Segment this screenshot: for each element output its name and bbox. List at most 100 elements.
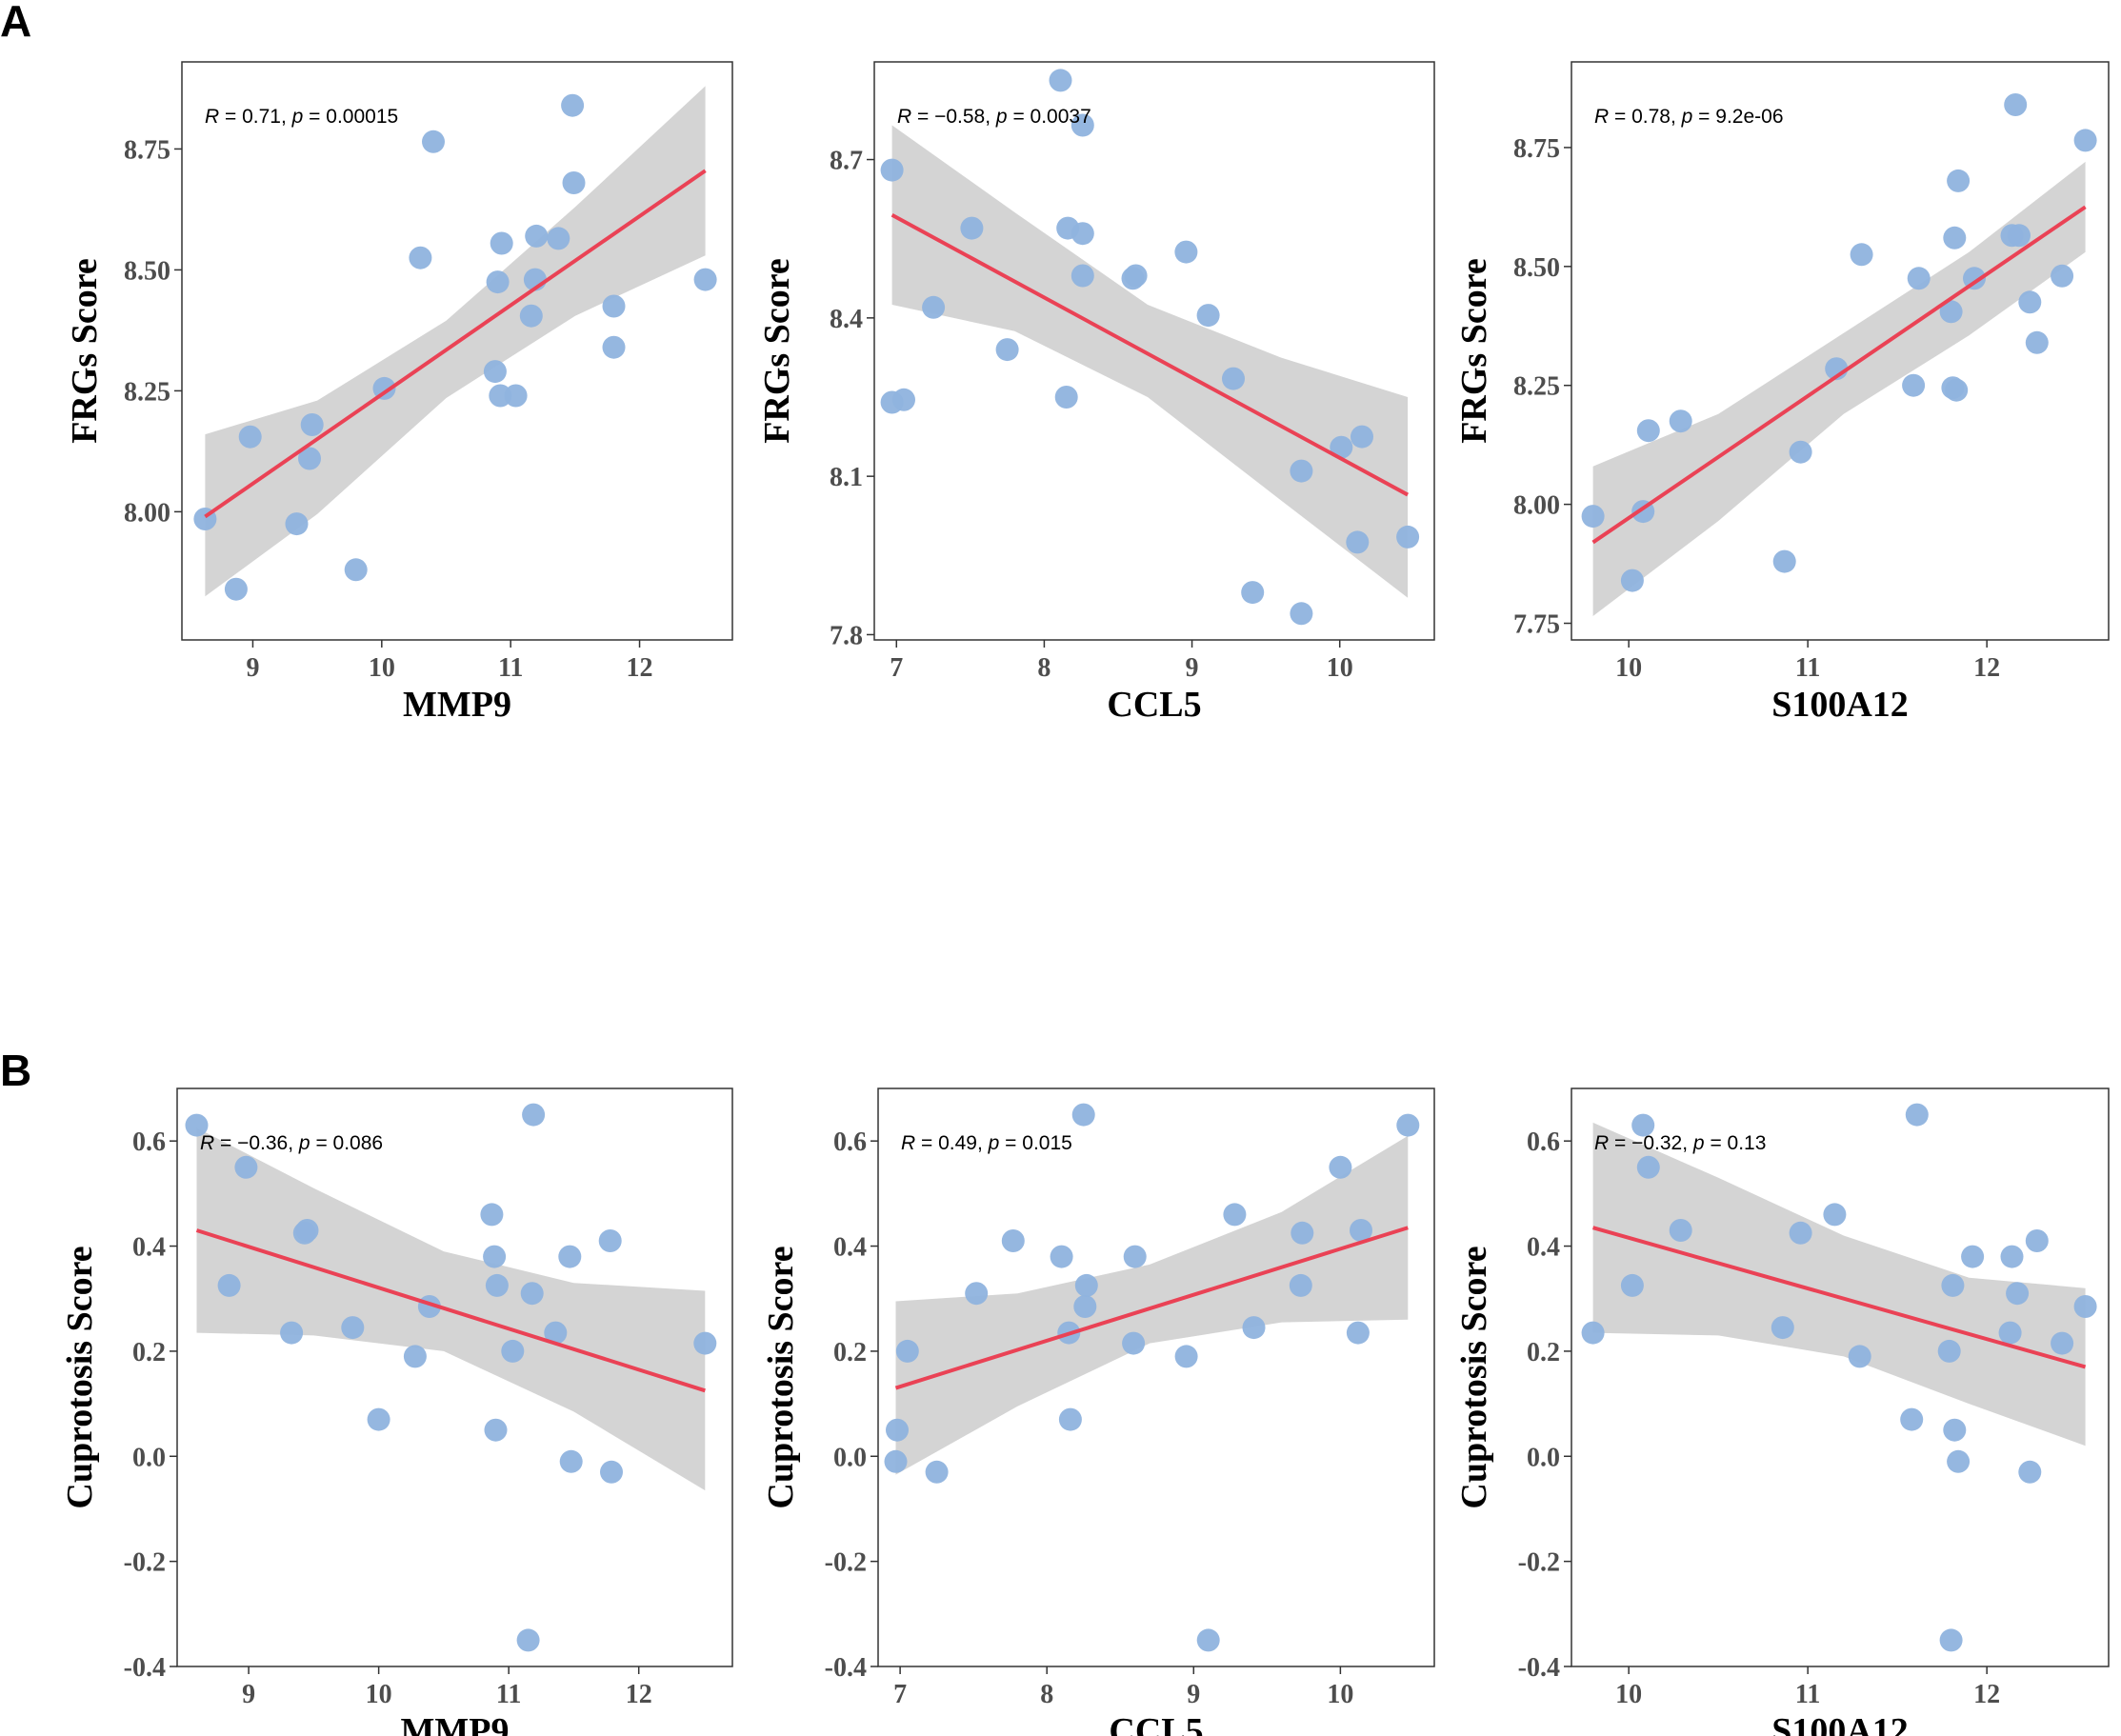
chart4-point-0 bbox=[884, 1449, 908, 1473]
chart3-frame bbox=[176, 1087, 733, 1667]
chart3-point-7 bbox=[367, 1407, 390, 1431]
chart5-point-15 bbox=[1947, 1449, 1971, 1473]
chart5-point-17 bbox=[1998, 1321, 2022, 1345]
chart4-point-11 bbox=[1074, 1273, 1098, 1297]
panel-label-b: B bbox=[0, 1046, 31, 1095]
chart4-point-2 bbox=[895, 1339, 919, 1363]
chart4-xtick-label-3: 10 bbox=[1327, 1680, 1353, 1709]
chart4-point-6 bbox=[1050, 1245, 1073, 1268]
chart3-point-20 bbox=[559, 1449, 583, 1473]
chart2-stat-label: R = 0.78, p = 9.2e-06 bbox=[1594, 106, 1784, 128]
chart0-point-11 bbox=[486, 270, 510, 294]
chart1-y-title: FRGs Score bbox=[757, 258, 797, 444]
chart5-point-10 bbox=[1905, 1103, 1929, 1127]
chart5-xtick-label-2: 12 bbox=[1973, 1680, 2000, 1709]
chart5-xtick-label-1: 11 bbox=[1795, 1680, 1820, 1709]
chart5-point-20 bbox=[2018, 1460, 2042, 1484]
chart5-fit-line bbox=[1592, 1226, 2087, 1369]
chart5-point-7 bbox=[1823, 1203, 1847, 1227]
chart4-point-18 bbox=[1289, 1273, 1312, 1297]
chart1-ytick-label-2: 8.4 bbox=[830, 305, 863, 334]
chart5-stat-label: R = −0.32, p = 0.13 bbox=[1594, 1132, 1766, 1154]
chart2-point-14 bbox=[1945, 378, 1969, 402]
chart5-ytick-label-4: 0.4 bbox=[1527, 1233, 1560, 1263]
chart5-point-12 bbox=[1939, 1628, 1963, 1652]
chart1-xtick-label-2: 9 bbox=[1186, 653, 1199, 683]
chart1-point-19 bbox=[1290, 459, 1313, 483]
chart0-point-5 bbox=[300, 413, 324, 436]
chart3-point-10 bbox=[480, 1203, 504, 1227]
chart1-point-7 bbox=[1054, 386, 1078, 409]
chart2-xtick-label-2: 12 bbox=[1973, 653, 2000, 683]
chart4-point-5 bbox=[1001, 1229, 1025, 1252]
chart1-ytick-label-1: 8.1 bbox=[830, 463, 863, 492]
chart4-ci-band bbox=[895, 1135, 1409, 1475]
chart2-point-20 bbox=[2018, 290, 2042, 314]
chart3-point-14 bbox=[501, 1339, 525, 1363]
chart4-point-19 bbox=[1291, 1221, 1314, 1245]
chart3-point-11 bbox=[483, 1245, 507, 1268]
chart0-ytick-label-1: 8.25 bbox=[124, 377, 170, 407]
chart4-frame bbox=[877, 1087, 1435, 1667]
chart3-ytick-label-5: 0.6 bbox=[132, 1127, 166, 1157]
chart1-point-20 bbox=[1330, 435, 1353, 459]
chart0-point-7 bbox=[372, 376, 396, 400]
chart4-point-8 bbox=[1058, 1407, 1082, 1431]
chart1-ci-band bbox=[891, 125, 1409, 598]
chart4-point-16 bbox=[1223, 1203, 1247, 1227]
chart1-stat-label: R = −0.58, p = 0.0037 bbox=[897, 106, 1091, 128]
chart1-point-17 bbox=[1241, 581, 1265, 605]
chart3-xtick-label-3: 12 bbox=[626, 1680, 652, 1709]
chart4-ytick-label-5: 0.6 bbox=[833, 1127, 867, 1157]
chart3-point-17 bbox=[522, 1103, 546, 1127]
chart0-stat-label: R = 0.71, p = 0.00015 bbox=[205, 106, 398, 128]
chart4: 7 8 9 10 -0.4 -0.2 0.0 0.2 0.4 0.6 CCL5 Cuprotosis … bbox=[761, 1087, 1435, 1736]
chart3-point-6 bbox=[341, 1316, 365, 1340]
chart4-point-14 bbox=[1174, 1345, 1198, 1368]
chart2-y-title: FRGs Score bbox=[1454, 258, 1494, 444]
chart4-point-3 bbox=[925, 1460, 949, 1484]
chart4-xtick-label-2: 9 bbox=[1187, 1680, 1200, 1709]
chart5-point-8 bbox=[1848, 1345, 1871, 1368]
chart5-point-23 bbox=[2073, 1295, 2097, 1318]
chart2-point-9 bbox=[1902, 373, 1926, 397]
chart0-xtick-label-1: 10 bbox=[369, 653, 395, 683]
chart0-point-19 bbox=[561, 93, 585, 117]
chart0-fit-line bbox=[204, 169, 707, 519]
chart2-ci-band bbox=[1592, 161, 2086, 616]
chart5-y-title: Cuprotosis Score bbox=[1454, 1246, 1494, 1508]
chart2-point-18 bbox=[2004, 93, 2028, 116]
chart3-ytick-label-3: 0.2 bbox=[132, 1338, 166, 1367]
chart2-point-13 bbox=[1943, 226, 1967, 249]
chart4-fit-line bbox=[894, 1226, 1409, 1390]
chart1-point-14 bbox=[1174, 240, 1198, 264]
chart3-xtick-label-2: 11 bbox=[496, 1680, 521, 1709]
chart0-xtick-label-3: 12 bbox=[627, 653, 653, 683]
chart0-point-15 bbox=[519, 304, 543, 328]
chart4-x-title: CCL5 bbox=[1109, 1711, 1203, 1736]
chart2-point-16 bbox=[1963, 267, 1986, 290]
chart2-point-22 bbox=[2051, 264, 2074, 288]
chart2-point-19 bbox=[2008, 224, 2031, 248]
chart5-point-1 bbox=[1620, 1273, 1644, 1297]
chart4-point-17 bbox=[1242, 1316, 1266, 1340]
chart2-point-3 bbox=[1636, 419, 1660, 443]
chart4-ytick-label-0: -0.4 bbox=[825, 1653, 867, 1683]
chart3-point-5 bbox=[295, 1219, 319, 1242]
chart3-y-title: Cuprotosis Score bbox=[60, 1246, 100, 1508]
chart1-point-22 bbox=[1351, 425, 1373, 449]
chart5-x-title: S100A12 bbox=[1771, 1711, 1909, 1736]
chart5-point-18 bbox=[2000, 1245, 2024, 1268]
chart4-point-4 bbox=[965, 1282, 989, 1306]
chart2-point-5 bbox=[1772, 549, 1796, 573]
chart1-xtick-label-3: 10 bbox=[1327, 653, 1353, 683]
chart2-ytick-label-4: 8.75 bbox=[1513, 134, 1560, 164]
chart0-point-9 bbox=[422, 130, 445, 153]
chart4-ytick-label-4: 0.4 bbox=[833, 1233, 867, 1263]
chart3-point-8 bbox=[403, 1345, 427, 1368]
chart3-point-23 bbox=[693, 1331, 717, 1355]
chart0-ci-band bbox=[205, 86, 706, 597]
chart5-point-3 bbox=[1636, 1155, 1660, 1179]
chart4-point-23 bbox=[1396, 1113, 1420, 1137]
panel-label-a: A bbox=[0, 0, 31, 46]
